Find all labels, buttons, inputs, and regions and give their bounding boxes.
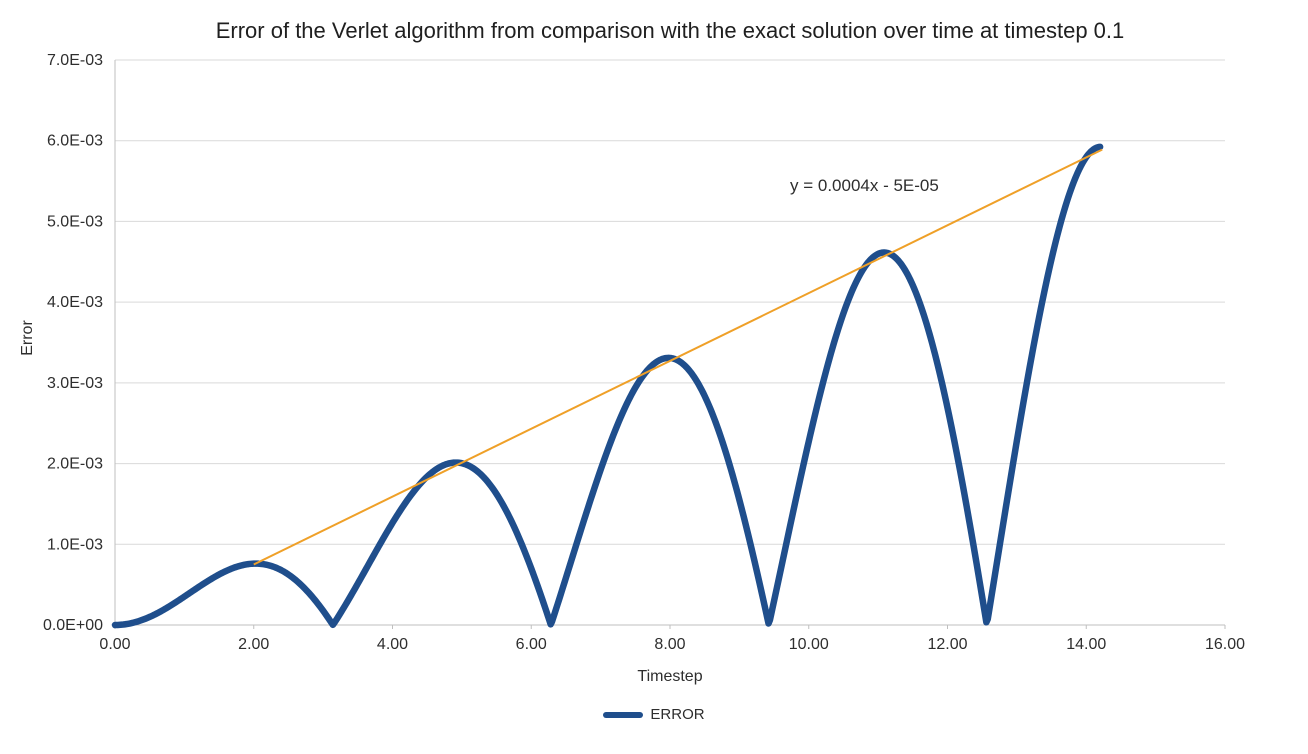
- svg-text:6.0E-03: 6.0E-03: [47, 133, 103, 150]
- svg-text:0.00: 0.00: [99, 636, 130, 653]
- chart-title: Error of the Verlet algorithm from compa…: [215, 18, 1125, 43]
- svg-text:10.00: 10.00: [789, 636, 829, 653]
- svg-text:1.0E-03: 1.0E-03: [47, 536, 103, 553]
- svg-text:16.00: 16.00: [1205, 636, 1245, 653]
- svg-text:2.0E-03: 2.0E-03: [47, 456, 103, 473]
- svg-text:8.00: 8.00: [654, 636, 685, 653]
- svg-text:7.0E-03: 7.0E-03: [47, 52, 103, 69]
- y-axis-title: Error: [19, 320, 36, 356]
- svg-text:6.00: 6.00: [516, 636, 547, 653]
- svg-text:2.00: 2.00: [238, 636, 269, 653]
- legend-line-swatch: [603, 711, 644, 718]
- svg-text:12.00: 12.00: [927, 636, 967, 653]
- svg-text:4.0E-03: 4.0E-03: [47, 294, 103, 311]
- svg-text:3.0E-03: 3.0E-03: [47, 375, 103, 392]
- svg-text:14.00: 14.00: [1066, 636, 1106, 653]
- legend-entry-error: ERROR: [650, 706, 705, 723]
- legend: ERROR: [0, 706, 1308, 723]
- x-axis-title: Timestep: [637, 668, 703, 685]
- svg-text:0.0E+00: 0.0E+00: [43, 617, 103, 634]
- svg-text:4.00: 4.00: [377, 636, 408, 653]
- svg-text:5.0E-03: 5.0E-03: [47, 213, 103, 230]
- trendline-equation-label: y = 0.0004x - 5E-05: [790, 176, 939, 195]
